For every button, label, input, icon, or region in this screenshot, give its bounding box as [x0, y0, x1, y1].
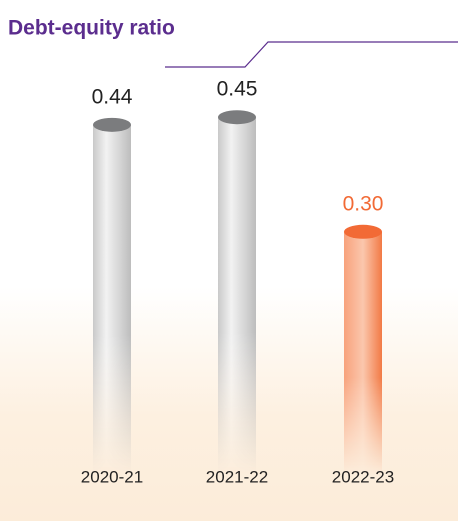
bar-group [218, 117, 256, 475]
bar-top [218, 110, 256, 125]
title-rule [165, 41, 458, 68]
chart-title: Debt-equity ratio [8, 17, 175, 40]
x-tick-label: 2022-23 [332, 467, 394, 486]
bar [93, 124, 131, 475]
bar [344, 231, 382, 475]
value-label: 0.30 [343, 192, 384, 215]
bar-group [344, 231, 382, 475]
bar [218, 117, 256, 475]
x-tick-label: 2020-21 [81, 467, 143, 486]
value-label: 0.45 [217, 78, 258, 101]
x-tick-label: 2021-22 [206, 467, 268, 486]
bar-group [93, 124, 131, 475]
value-label: 0.44 [92, 85, 133, 108]
bar-top [344, 224, 382, 239]
bar-top [93, 117, 131, 132]
